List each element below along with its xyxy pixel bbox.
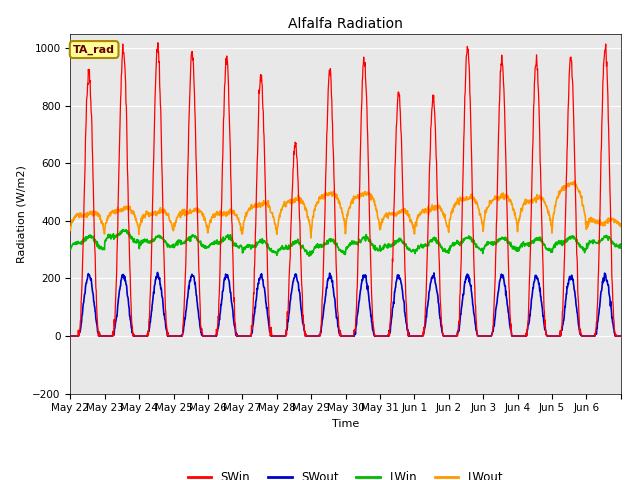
Legend: SWin, SWout, LWin, LWout: SWin, SWout, LWin, LWout	[183, 466, 508, 480]
X-axis label: Time: Time	[332, 419, 359, 429]
Title: Alfalfa Radiation: Alfalfa Radiation	[288, 17, 403, 31]
Y-axis label: Radiation (W/m2): Radiation (W/m2)	[17, 165, 27, 263]
Text: TA_rad: TA_rad	[73, 44, 115, 55]
